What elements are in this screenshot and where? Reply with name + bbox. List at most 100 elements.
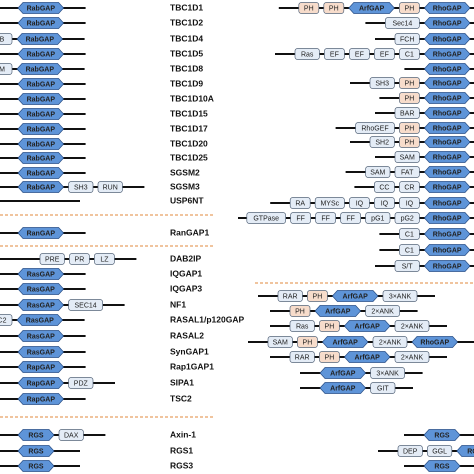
domain-label: RhoGAP [433,215,462,222]
domain [323,2,345,14]
gap-domain [17,93,65,105]
domain-label: SH3 [375,80,389,87]
domain [319,320,340,332]
domain-label: 2×ANK [379,339,402,346]
gap-domain [423,228,471,240]
domain-label: ArfGAP [359,5,385,12]
domain-label: RGS [28,432,44,439]
domain-label: RabGAP [27,155,56,162]
domain-label: RabGAP [27,126,56,133]
domain-label: pG1 [371,215,384,222]
domain [427,445,453,457]
gap-domain [16,314,64,326]
domain [349,48,370,60]
domain-label: RhoGAP [433,36,462,43]
domain-label: RGS [467,448,474,455]
gap-domain [17,108,65,120]
domain-label: SAM [400,154,415,161]
protein-name: TBC1D2 [170,17,203,27]
domain [349,197,370,209]
domain-label: 2×ANK [401,323,424,330]
protein-name: USP6NT [170,195,204,205]
domain-label: S/T [402,263,414,270]
domain-label: RhoGAP [433,125,462,132]
gap-domain [17,330,65,342]
domain-label: RhoGEF [361,125,388,132]
domain [68,181,94,193]
gap-domain [17,429,55,441]
domain-label: Ras [301,51,314,58]
domain [365,212,391,224]
domain-label: ArfGAP [330,385,356,392]
domain-label: RasGAP [26,317,54,324]
domain [267,336,293,348]
domain-label: RhoGAP [433,20,462,27]
domain-label: RabGAP [27,81,56,88]
gap-domain [17,460,55,472]
gap-domain [331,290,379,302]
domain-label: RhoGAP [433,139,462,146]
protein-name: DAB2IP [170,253,202,263]
gap-domain [343,320,391,332]
protein-name: SGSM3 [170,181,200,191]
domain [319,351,340,363]
domain [277,290,303,302]
domain-label: RasGAP [27,333,55,340]
domain-label: CC [379,184,389,191]
domain [289,305,311,317]
domain [0,314,13,326]
domain-label: PH [313,293,323,300]
domain-label: FF [321,215,330,222]
domain [394,212,420,224]
gap-domain [16,63,64,75]
domain-label: RGS [28,448,44,455]
domain-label: RabGAP [27,20,56,27]
domain-label: CR [404,184,414,191]
domain-label: FF [346,215,355,222]
gap-domain [17,445,55,457]
domain-label: 2×ANK [371,308,394,315]
domain-label: ArfGAP [355,323,381,330]
gap-domain [423,151,471,163]
domain-label: IQ [356,200,364,207]
domain-label: PDZ [74,380,89,387]
domain-label: B [0,36,5,43]
gap-domain [423,181,471,193]
domain-label: ArfGAP [333,339,359,346]
protein-name: TBC1D9 [170,78,203,88]
domain-label: PH [405,125,415,132]
gap-domain [423,2,471,14]
protein-name: SIPA1 [170,377,194,387]
domain-label: FF [296,215,305,222]
domain-label: RabGAP [26,66,55,73]
domain-label: PR [75,256,85,263]
gap-domain [411,336,459,348]
gap-domain [456,445,474,457]
domain-label: RhoGAP [433,154,462,161]
domain-label: RabGAP [27,51,56,58]
gap-domain [423,122,471,134]
domain-label: RabGAP [27,170,56,177]
domain [394,320,430,332]
gap-domain [423,63,471,75]
protein-name: TBC1D25 [170,152,208,162]
gap-domain [423,77,471,89]
domain [372,336,408,348]
domain-label: RhoGAP [433,66,462,73]
domain-label: RhoGAP [433,247,462,254]
protein-name: SGSM2 [170,167,200,177]
domain-label: PH [304,5,314,12]
domain-label: M [0,66,5,73]
protein-name: RASAL1/p120GAP [170,314,244,324]
domain-label: RabGAP [27,184,56,191]
domain-label: EF [380,51,389,58]
protein-name: TSC2 [170,393,192,403]
domain-label: RhoGAP [420,339,449,346]
domain-label: RhoGAP [433,184,462,191]
gap-domain [17,268,65,280]
protein-name: TBC1D1 [170,2,203,12]
domain [94,253,115,265]
gap-domain [17,283,65,295]
domain [399,2,420,14]
